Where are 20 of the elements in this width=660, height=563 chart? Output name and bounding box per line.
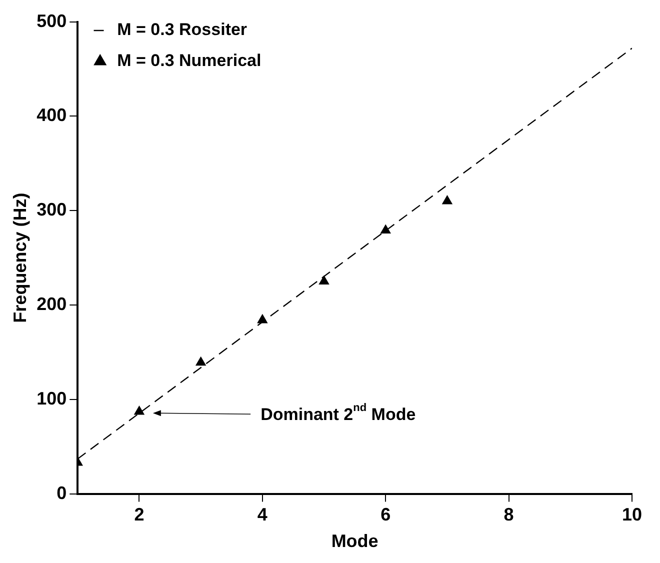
point <box>196 356 206 366</box>
y-tick-label: 200 <box>36 294 67 314</box>
x-tick-label: 2 <box>134 504 144 525</box>
y-tick-label: 100 <box>36 388 67 408</box>
y-tick-label: 400 <box>36 105 67 126</box>
point <box>442 196 452 204</box>
y-tick-label: 500 <box>36 10 67 31</box>
y-tick-label: 300 <box>36 200 67 220</box>
x-axis-title: Mode <box>331 531 378 552</box>
point <box>319 276 329 284</box>
legend-label: M = 0.3 Rossiter <box>117 20 248 40</box>
x-tick-label: 4 <box>257 504 268 525</box>
x-tick-label: 8 <box>504 504 514 525</box>
y-tick-label: 0 <box>56 482 67 503</box>
point <box>134 406 144 415</box>
x-tick-label: 6 <box>380 504 391 525</box>
point <box>380 224 391 234</box>
legend-label: M = 0.3 Numerical <box>117 51 262 70</box>
y-axis-title: Frequency (Hz) <box>10 192 30 323</box>
x-tick-label: 10 <box>622 504 642 525</box>
